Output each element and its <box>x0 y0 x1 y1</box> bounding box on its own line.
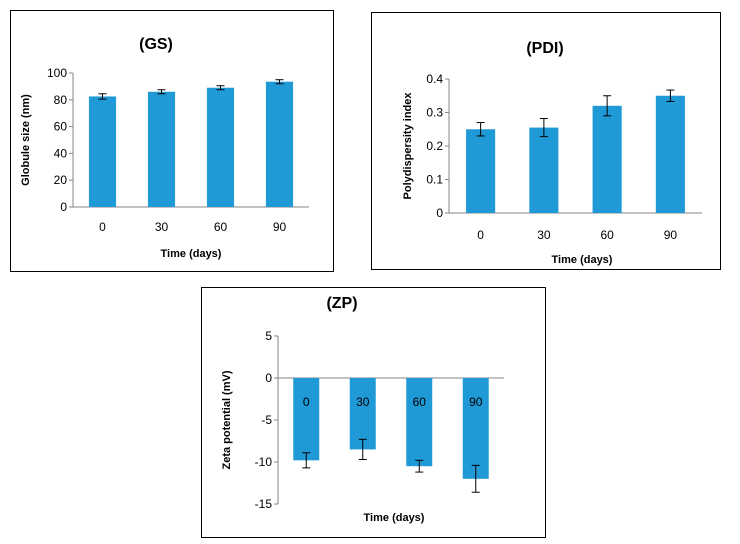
x-tick-label: 0 <box>303 395 310 409</box>
chart-panel-zp: (ZP) 5 0 -5 -10 -15 0 30 60 90 Time (days) Zeta pot… <box>201 287 546 538</box>
bar-90 <box>655 95 685 213</box>
x-tick-label: 30 <box>537 228 551 242</box>
y-tick-label: 0.4 <box>426 72 443 86</box>
chart-title: (GS) <box>139 36 173 53</box>
y-tick-label: 0.1 <box>426 173 443 187</box>
x-tick-label: 30 <box>155 220 169 234</box>
y-tick-label: 40 <box>54 146 68 160</box>
x-tick-label: 0 <box>99 220 106 234</box>
bar-60 <box>592 105 622 213</box>
y-tick-label: 20 <box>54 173 68 187</box>
y-tick-label: 0.2 <box>426 139 443 153</box>
y-tick-label: 100 <box>47 66 67 80</box>
x-tick-label: 60 <box>214 220 228 234</box>
y-axis-label: Globule size (nm) <box>20 94 32 186</box>
bar-30 <box>147 91 176 207</box>
bar-30 <box>529 127 559 213</box>
y-axis-label: Polydispersity index <box>402 92 414 200</box>
bar-0 <box>293 378 320 461</box>
x-tick-label: 90 <box>469 395 483 409</box>
x-tick-label: 90 <box>273 220 287 234</box>
bar-0 <box>88 96 117 207</box>
chart-pdi: (PDI) 0 0.1 0.2 0.3 0.4 0 30 60 90 Time (days) Poly… <box>402 40 702 266</box>
bar-60 <box>206 87 235 207</box>
chart-panel-gs: (GS) 0 20 40 60 80 100 0 30 60 90 Time (days) Globul… <box>10 10 334 272</box>
x-tick-label: 60 <box>600 228 614 242</box>
y-tick-label: -10 <box>255 455 273 469</box>
bar-30 <box>349 378 376 450</box>
x-tick-label: 30 <box>356 395 370 409</box>
bar-60 <box>406 378 433 467</box>
y-tick-label: 5 <box>265 329 272 343</box>
y-tick-label: 0.3 <box>426 106 443 120</box>
chart-title: (PDI) <box>526 40 563 57</box>
chart-panel-pdi: (PDI) 0 0.1 0.2 0.3 0.4 0 30 60 90 Time (days) Poly… <box>371 12 721 270</box>
y-tick-label: 0 <box>60 200 67 214</box>
y-axis-label: Zeta potential (mV) <box>221 370 233 469</box>
chart-gs: (GS) 0 20 40 60 80 100 0 30 60 90 Time (days) Globul… <box>20 36 309 260</box>
y-tick-label: -15 <box>255 497 273 511</box>
bar-90 <box>265 81 294 207</box>
y-tick-label: -5 <box>261 413 272 427</box>
y-tick-label: 0 <box>436 206 443 220</box>
bar-90 <box>462 378 489 479</box>
y-tick-label: 60 <box>54 120 68 134</box>
y-tick-label: 80 <box>54 93 68 107</box>
x-tick-label: 90 <box>664 228 678 242</box>
chart-zp: (ZP) 5 0 -5 -10 -15 0 30 60 90 Time (days) Zeta pot… <box>221 295 504 524</box>
y-tick-label: 0 <box>265 371 272 385</box>
chart-title: (ZP) <box>326 295 357 312</box>
x-axis-label: Time (days) <box>364 512 425 524</box>
x-tick-label: 60 <box>413 395 427 409</box>
x-axis-label: Time (days) <box>161 248 222 260</box>
bar-0 <box>466 129 496 213</box>
x-tick-label: 0 <box>477 228 484 242</box>
x-axis-label: Time (days) <box>552 254 613 266</box>
